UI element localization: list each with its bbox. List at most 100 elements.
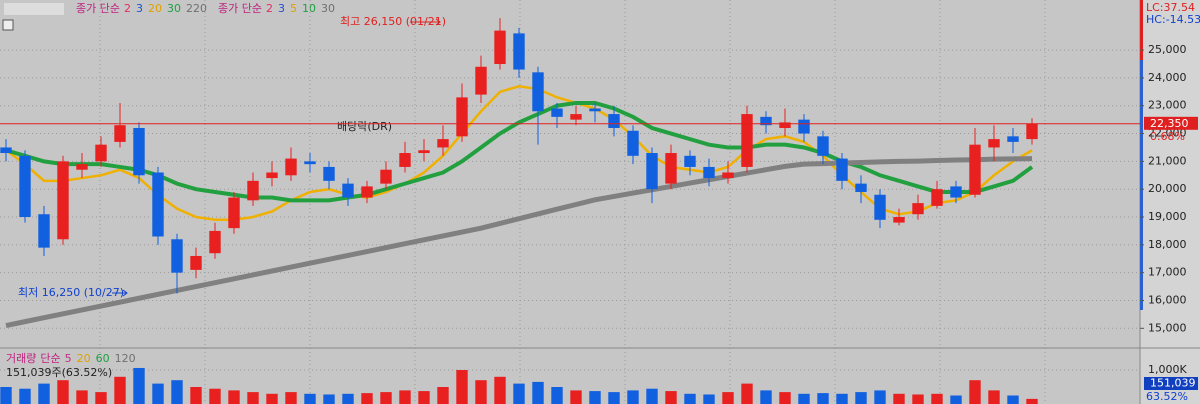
candle-body [1007, 136, 1019, 142]
volume-bar [646, 388, 658, 404]
candle-body [209, 230, 221, 254]
volume-bar [532, 381, 544, 404]
volume-bar [988, 390, 1000, 404]
volume-bar [608, 392, 620, 404]
volume-bar [323, 394, 335, 404]
y-tick-label: 18,000 [1148, 238, 1187, 251]
candle-body [931, 189, 943, 206]
current-price-label: 22,350 [1150, 117, 1189, 130]
lc-info: LC:37.54 [1146, 1, 1195, 14]
candle-body [38, 214, 50, 248]
candle-body [551, 108, 563, 117]
volume-bar [133, 367, 145, 404]
candle-body [418, 150, 430, 154]
y-tick-label: 15,000 [1148, 321, 1187, 334]
volume-bar [342, 393, 354, 404]
volume-bar [266, 393, 278, 404]
volume-bar [95, 392, 107, 404]
candle-body [513, 33, 525, 70]
y-tick-label: 16,000 [1148, 293, 1187, 306]
candle-body [361, 186, 373, 198]
candle-body [760, 116, 772, 126]
candle-body [323, 166, 335, 181]
volume-bar [418, 391, 430, 404]
candle-body [76, 164, 88, 170]
legend-item: 220 [186, 2, 207, 15]
volume-bar [494, 376, 506, 404]
candle-body [247, 180, 259, 201]
candle-body [570, 114, 582, 120]
current-volume-box [1144, 377, 1198, 390]
candle-body [475, 66, 487, 95]
y-tick-label: 20,000 [1148, 182, 1187, 195]
volume-bar [114, 376, 126, 404]
high-note: 최고 26,150 (01/21) [340, 15, 446, 28]
volume-bar [703, 394, 715, 404]
legend-item: 3 [136, 2, 143, 15]
legend-item: 5 [65, 352, 72, 365]
volume-bar [893, 393, 905, 404]
candle-body [437, 139, 449, 148]
candle-body [722, 172, 734, 179]
candle-body [0, 147, 12, 154]
y-tick-label: 25,000 [1148, 43, 1187, 56]
volume-bar [589, 391, 601, 404]
current-volume-label: 151,039 [1150, 377, 1196, 390]
legend-item: 5 [290, 2, 297, 15]
volume-bar [399, 390, 411, 404]
candle-body [133, 127, 145, 176]
volume-bar [152, 383, 164, 404]
toolbar-icon[interactable] [2, 19, 14, 31]
candle-body [627, 130, 639, 156]
candle-body [152, 172, 164, 237]
legend-item: 2 [266, 2, 273, 15]
candle-body [950, 186, 962, 198]
legend-label: 단순 [40, 352, 60, 365]
stock-name-blur [4, 3, 64, 15]
legend-item: 20 [148, 2, 162, 15]
volume-bar [798, 393, 810, 404]
volume-bar [76, 390, 88, 404]
legend-item: 30 [167, 2, 181, 15]
legend-label: 거래량 [6, 352, 36, 365]
volume-bar [38, 383, 50, 404]
volume-bar [475, 380, 487, 404]
legend-label: 종가 단순 [76, 2, 120, 15]
hc-info: HC:-14.53 [1146, 13, 1200, 26]
legend-item: 60 [96, 352, 110, 365]
candle-body [342, 183, 354, 198]
candle-body [1026, 123, 1038, 140]
volume-bar [513, 383, 525, 404]
candle-body [114, 125, 126, 142]
range-bar [1140, 20, 1143, 310]
volume-bar [1026, 398, 1038, 404]
annotation-arrow [410, 18, 441, 26]
volume-info: 151,039주(63.52%) [6, 366, 112, 379]
candle-body [532, 72, 544, 112]
candle-body [494, 30, 506, 64]
candle-body [57, 161, 69, 240]
legend-label: 종가 단순 [218, 2, 262, 15]
candle-body [969, 144, 981, 195]
candle-body [171, 239, 183, 273]
volume-bar [551, 387, 563, 404]
candle-body [703, 166, 715, 179]
annotation-arrow [112, 289, 128, 297]
volume-bar [722, 392, 734, 404]
legend-item: 3 [278, 2, 285, 15]
volume-bar [570, 390, 582, 404]
volume-bar [684, 393, 696, 404]
candle-body [285, 158, 297, 176]
volume-bar [817, 393, 829, 404]
legend-item: 120 [115, 352, 136, 365]
candle-body [988, 139, 1000, 148]
candle-body [646, 153, 658, 190]
candle-body [893, 217, 905, 223]
volume-bar [456, 370, 468, 404]
candle-body [456, 97, 468, 137]
volume-bar [304, 393, 316, 404]
v-tick-label: 1,000K [1148, 363, 1187, 376]
volume-bar [285, 392, 297, 404]
